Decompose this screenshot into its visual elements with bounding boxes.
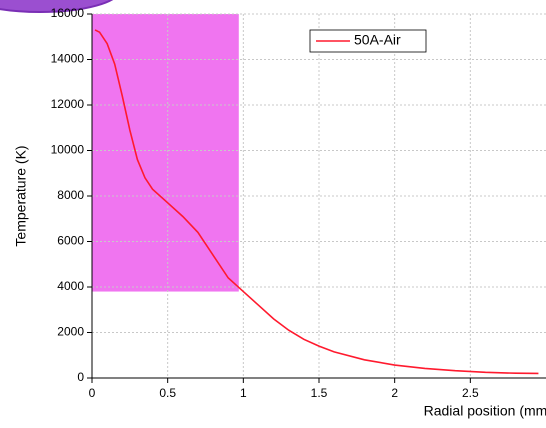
x-tick-label: 1.5 bbox=[311, 386, 328, 400]
legend-box bbox=[309, 29, 427, 53]
y-tick-label: 6000 bbox=[57, 234, 84, 248]
y-tick-label: 2000 bbox=[57, 325, 84, 339]
x-tick-label: 0.5 bbox=[159, 386, 176, 400]
decor-ellipse bbox=[0, 0, 114, 13]
y-axis-label: Temperature (K) bbox=[13, 145, 29, 246]
y-tick-label: 8000 bbox=[57, 188, 84, 202]
legend-label: 50A-Air bbox=[354, 32, 401, 48]
x-tick-label: 0 bbox=[89, 386, 96, 400]
y-tick-label: 12000 bbox=[51, 97, 85, 111]
y-tick-label: 16000 bbox=[51, 6, 85, 20]
highlight-region bbox=[92, 14, 239, 292]
y-tick-label: 14000 bbox=[51, 52, 85, 66]
x-tick-label: 2 bbox=[391, 386, 398, 400]
line bbox=[94, 29, 539, 375]
y-tick-label: 10000 bbox=[51, 143, 85, 157]
x-axis-label: Radial position (mm) bbox=[424, 403, 546, 419]
y-tick-label: 4000 bbox=[57, 279, 84, 293]
x-tick-label: 2.5 bbox=[462, 386, 479, 400]
y-tick-label: 0 bbox=[77, 370, 84, 384]
x-tick-label: 1 bbox=[240, 386, 247, 400]
